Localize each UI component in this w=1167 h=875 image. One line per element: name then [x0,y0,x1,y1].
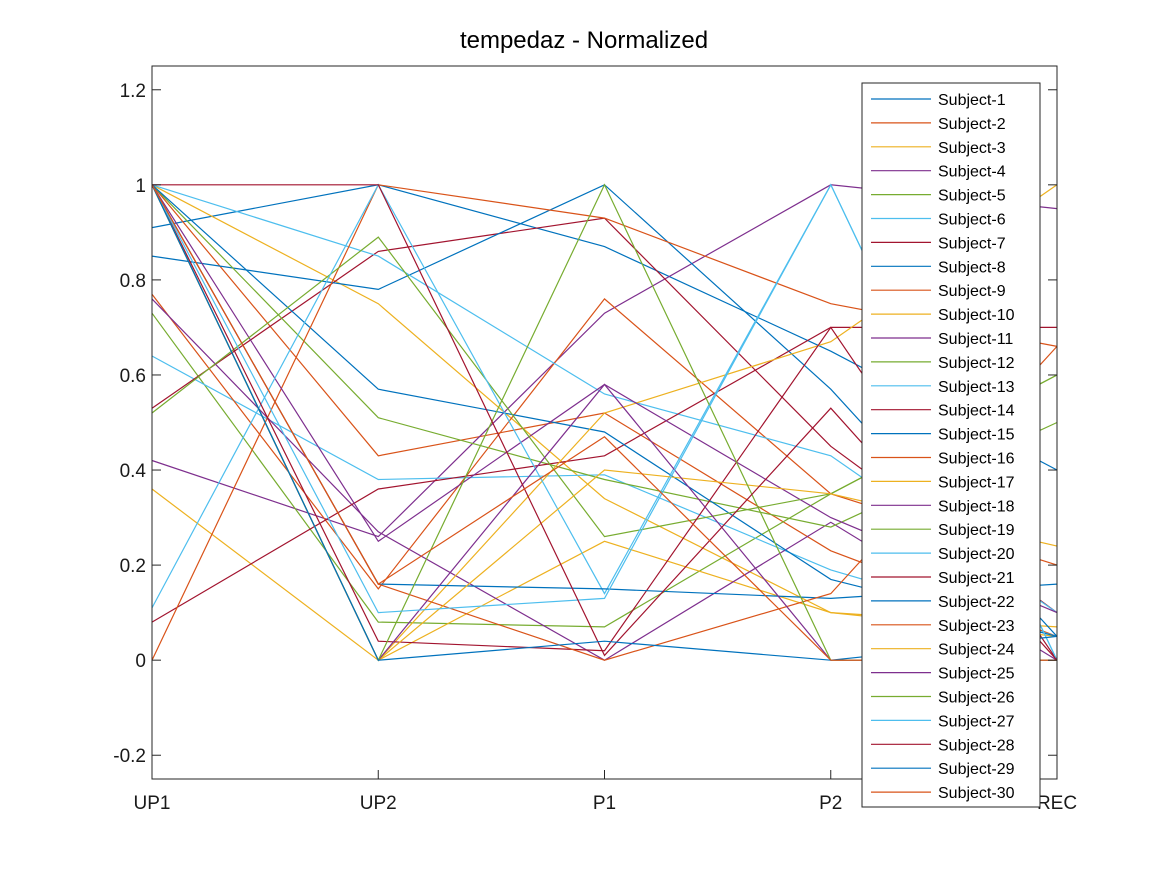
legend-label: Subject-16 [938,451,1015,468]
legend-label: Subject-11 [938,331,1013,348]
legend-label: Subject-15 [938,427,1015,444]
legend-label: Subject-27 [938,713,1015,730]
x-tick-label: UP1 [134,793,171,814]
x-tick-label: UP2 [360,793,397,814]
y-tick-label: 0.8 [120,271,146,292]
legend-label: Subject-12 [938,355,1015,372]
legend-label: Subject-14 [938,403,1015,420]
legend-label: Subject-20 [938,546,1015,563]
legend-label: Subject-3 [938,140,1006,157]
x-tick-label: P1 [593,793,616,814]
x-tick-label: REC [1037,793,1077,814]
legend-label: Subject-23 [938,618,1015,635]
legend: Subject-1 Subject-2 Subject-3 Subject-4 Subj… [861,82,1041,808]
y-tick-label: 1 [135,176,146,197]
y-tick-label: 0.2 [120,556,146,577]
legend-label: Subject-19 [938,522,1015,539]
legend-label: Subject-7 [938,235,1006,252]
legend-label: Subject-10 [938,307,1015,324]
y-tick-label: -0.2 [113,746,146,767]
legend-label: Subject-13 [938,379,1015,396]
chart-title: tempedaz - Normalized [460,27,708,54]
x-axis: UP1 UP2 P1 P2 REC [134,770,1077,814]
legend-label: Subject-18 [938,498,1015,515]
legend-label: Subject-24 [938,642,1015,659]
y-tick-label: 0.4 [120,461,147,482]
legend-label: Subject-4 [938,164,1006,181]
y-tick-label: 0.6 [120,366,146,387]
legend-label: Subject-17 [938,474,1015,491]
legend-label: Subject-1 [938,92,1006,109]
y-tick-label: 1.2 [120,81,146,102]
legend-box [861,82,1041,808]
legend-label: Subject-30 [938,785,1015,802]
legend-label: Subject-8 [938,259,1006,276]
legend-label: Subject-2 [938,116,1006,133]
legend-label: Subject-5 [938,188,1006,205]
legend-entries: Subject-1 Subject-2 Subject-3 Subject-4 Subj… [871,92,1015,802]
legend-label: Subject-29 [938,761,1015,778]
legend-label: Subject-28 [938,737,1015,754]
legend-label: Subject-25 [938,666,1015,683]
legend-label: Subject-26 [938,690,1015,707]
x-tick-label: P2 [819,793,842,814]
y-tick-label: 0 [135,651,146,672]
legend-label: Subject-22 [938,594,1015,611]
legend-label: Subject-9 [938,283,1006,300]
legend-label: Subject-21 [938,570,1015,587]
y-axis: -0.2 0 0.2 0.4 0.6 0.8 1 1.2 [113,81,1057,767]
legend-label: Subject-6 [938,212,1006,229]
